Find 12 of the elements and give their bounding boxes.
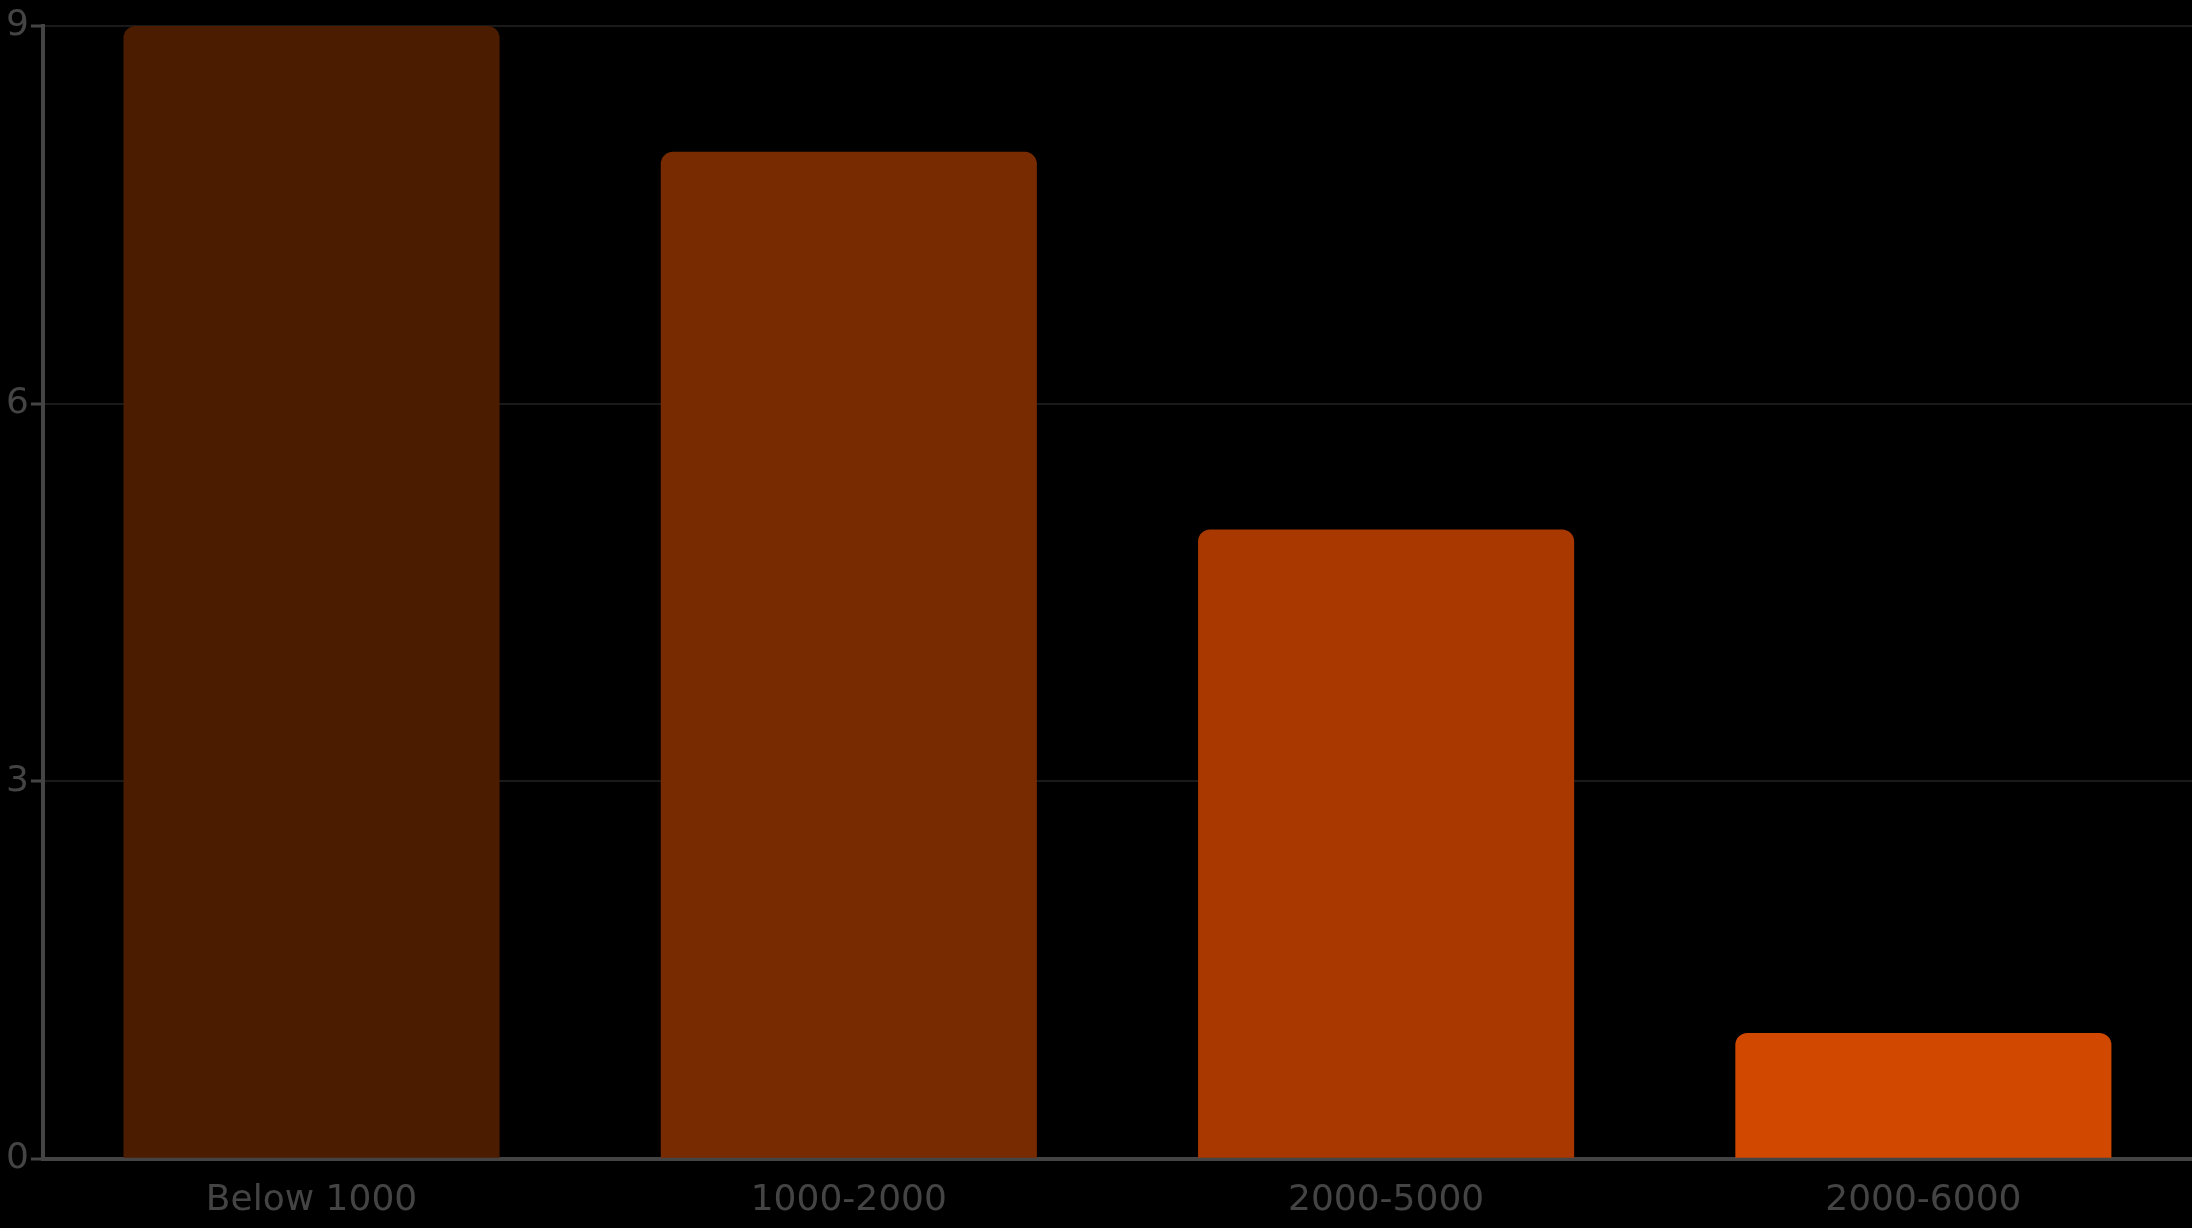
y-tick-label: 6 — [6, 379, 29, 421]
x-tick-label: 2000-5000 — [1287, 1176, 1485, 1218]
x-tick-label: 1000-2000 — [750, 1176, 947, 1218]
y-tick-label: 9 — [6, 2, 29, 44]
bar — [123, 26, 500, 1158]
bar — [660, 151, 1037, 1158]
y-tick-label: 0 — [6, 1135, 29, 1177]
bar — [1735, 1032, 2112, 1158]
x-tick-label: 2000-6000 — [1825, 1176, 2022, 1218]
bar — [1198, 529, 1575, 1158]
x-tick-label: Below 1000 — [205, 1176, 418, 1218]
y-tick-label: 3 — [6, 757, 29, 799]
